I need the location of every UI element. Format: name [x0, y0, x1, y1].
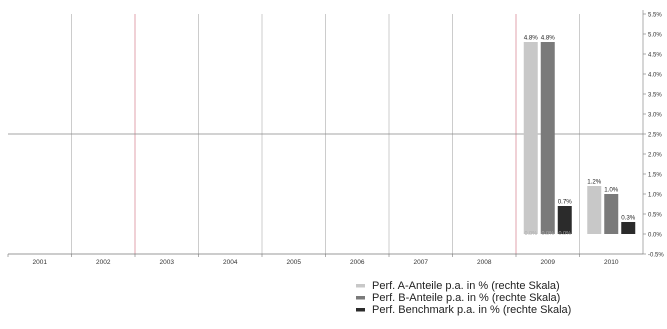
y-tick-label: 3.0% — [648, 113, 662, 119]
axis-layer: 5.5% 5.0% 4.5% 4.0% 3.5% 3.0% 2.5% 2.0% 1.5% 1.0%… — [7, 10, 664, 266]
y-tick-label: 5.0% — [648, 33, 662, 39]
x-tick-label: 2006 — [350, 259, 365, 266]
y-tick-label: 4.5% — [648, 53, 662, 59]
bar — [604, 194, 619, 234]
legend-swatch — [356, 284, 365, 288]
legend-label: Perf. A-Anteile p.a. in % (rechte Skala) — [372, 280, 560, 292]
bar — [540, 42, 555, 234]
x-tick-label: 2004 — [223, 259, 238, 266]
x-tick-label: 2009 — [541, 259, 556, 266]
bars-layer — [523, 42, 636, 234]
y-tick-label: -0.5% — [648, 253, 664, 259]
y-tick-label: 2.0% — [648, 153, 662, 159]
y-tick-label: 1.5% — [648, 173, 662, 179]
x-tick-label: 2010 — [604, 259, 619, 266]
legend-swatch — [356, 296, 365, 300]
bar — [557, 206, 572, 234]
data-labels-layer: 4.8% 4.8% 0.7% 1.2%1.0% 0.3% 0.0% 0.0% 0.0% — [524, 35, 636, 238]
x-tick-label: 2007 — [414, 259, 429, 266]
zero-label: 0.0% — [558, 231, 571, 237]
y-tick-label: 0.0% — [648, 233, 662, 239]
y-tick-label: 5.5% — [648, 13, 662, 19]
data-label: 4.8% — [524, 35, 539, 42]
x-tick-label: 2008 — [477, 259, 492, 266]
y-tick-label: 3.5% — [648, 93, 662, 99]
x-tick-label: 2005 — [287, 259, 302, 266]
bar — [523, 42, 538, 234]
x-tick-label: 2003 — [160, 259, 175, 266]
legend: Perf. A-Anteile p.a. in % (rechte Skala)… — [356, 280, 571, 316]
data-label: 4.8% — [541, 35, 556, 42]
x-tick-label: 2001 — [33, 259, 48, 266]
zero-label: 0.0% — [541, 231, 554, 237]
zero-label: 0.0% — [524, 231, 537, 237]
legend-swatch — [356, 308, 365, 312]
data-label: 1.0% — [604, 187, 619, 194]
bar — [587, 186, 602, 234]
legend-label: Perf. B-Anteile p.a. in % (rechte Skala) — [372, 292, 560, 304]
y-tick-label: 2.5% — [648, 133, 662, 139]
y-tick-label: 1.0% — [648, 193, 662, 199]
bar — [621, 222, 636, 234]
data-label: 1.2% — [587, 179, 602, 186]
data-label: 0.3% — [621, 215, 636, 222]
legend-label: Perf. Benchmark p.a. in % (rechte Skala) — [372, 304, 571, 316]
x-tick-label: 2002 — [96, 259, 111, 266]
y-tick-label: 4.0% — [648, 73, 662, 79]
data-label: 0.7% — [558, 199, 573, 206]
y-tick-label: 0.5% — [648, 213, 662, 219]
